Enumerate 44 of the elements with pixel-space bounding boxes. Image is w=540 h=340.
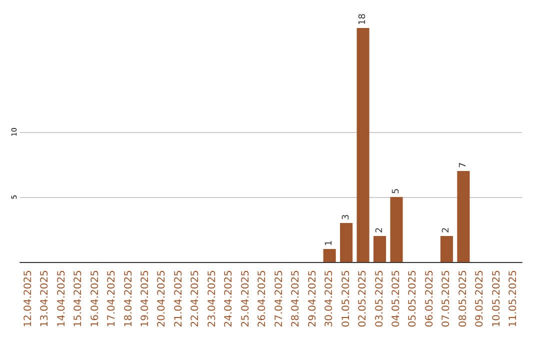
x-tick-label: 14.04.2025 bbox=[56, 270, 68, 328]
x-tick-label: 11.05.2025 bbox=[508, 270, 520, 328]
data-label: 1 bbox=[324, 240, 335, 246]
x-tick-label: 23.04.2025 bbox=[206, 270, 218, 328]
x-tick-label: 13.04.2025 bbox=[40, 270, 51, 328]
x-tick-label: 06.05.2025 bbox=[424, 270, 436, 328]
x-tick-label: 08.05.2025 bbox=[458, 270, 469, 328]
x-tick-label: 10.05.2025 bbox=[491, 270, 502, 328]
bar bbox=[356, 28, 370, 262]
bar bbox=[440, 236, 453, 262]
data-label: 2 bbox=[374, 227, 385, 233]
bar bbox=[457, 171, 470, 262]
data-label: 7 bbox=[458, 162, 468, 168]
x-tick-label: 30.04.2025 bbox=[324, 270, 336, 328]
x-tick-label: 24.04.2025 bbox=[224, 270, 235, 328]
x-tick-label: 12.04.2025 bbox=[22, 270, 34, 328]
x-tick-label: 03.05.2025 bbox=[374, 270, 386, 328]
x-tick-label: 19.04.2025 bbox=[140, 270, 151, 328]
bar bbox=[373, 236, 386, 262]
x-tick-label: 29.04.2025 bbox=[307, 270, 318, 328]
x-tick-label: 20.04.2025 bbox=[156, 270, 168, 328]
bar bbox=[390, 197, 403, 262]
x-tick-label: 27.04.2025 bbox=[274, 270, 285, 328]
x-tick-label: 22.04.2025 bbox=[190, 270, 202, 328]
x-tick-label: 17.04.2025 bbox=[106, 270, 118, 328]
data-label: 18 bbox=[358, 13, 368, 25]
x-tick-label: 18.04.2025 bbox=[123, 270, 134, 328]
x-tick-label: 05.05.2025 bbox=[408, 270, 419, 328]
x-tick-label: 04.05.2025 bbox=[391, 270, 402, 328]
x-tick-label: 28.04.2025 bbox=[290, 270, 302, 328]
x-tick-label: 26.04.2025 bbox=[257, 270, 268, 328]
data-label: 5 bbox=[392, 188, 402, 194]
x-tick-label: 16.04.2025 bbox=[90, 270, 101, 328]
bar bbox=[340, 223, 353, 262]
x-tick-label: 15.04.2025 bbox=[73, 270, 84, 328]
x-tick-label: 21.04.2025 bbox=[173, 270, 184, 328]
data-label: 3 bbox=[341, 214, 352, 220]
bar bbox=[323, 249, 336, 262]
x-tick-label: 25.04.2025 bbox=[240, 270, 252, 328]
x-tick-label: 02.05.2025 bbox=[358, 270, 369, 328]
x-tick-label: 09.05.2025 bbox=[474, 270, 486, 328]
x-tick-label: 01.05.2025 bbox=[340, 270, 352, 328]
x-tick-label: 07.05.2025 bbox=[441, 270, 452, 328]
data-label: 2 bbox=[442, 227, 452, 233]
